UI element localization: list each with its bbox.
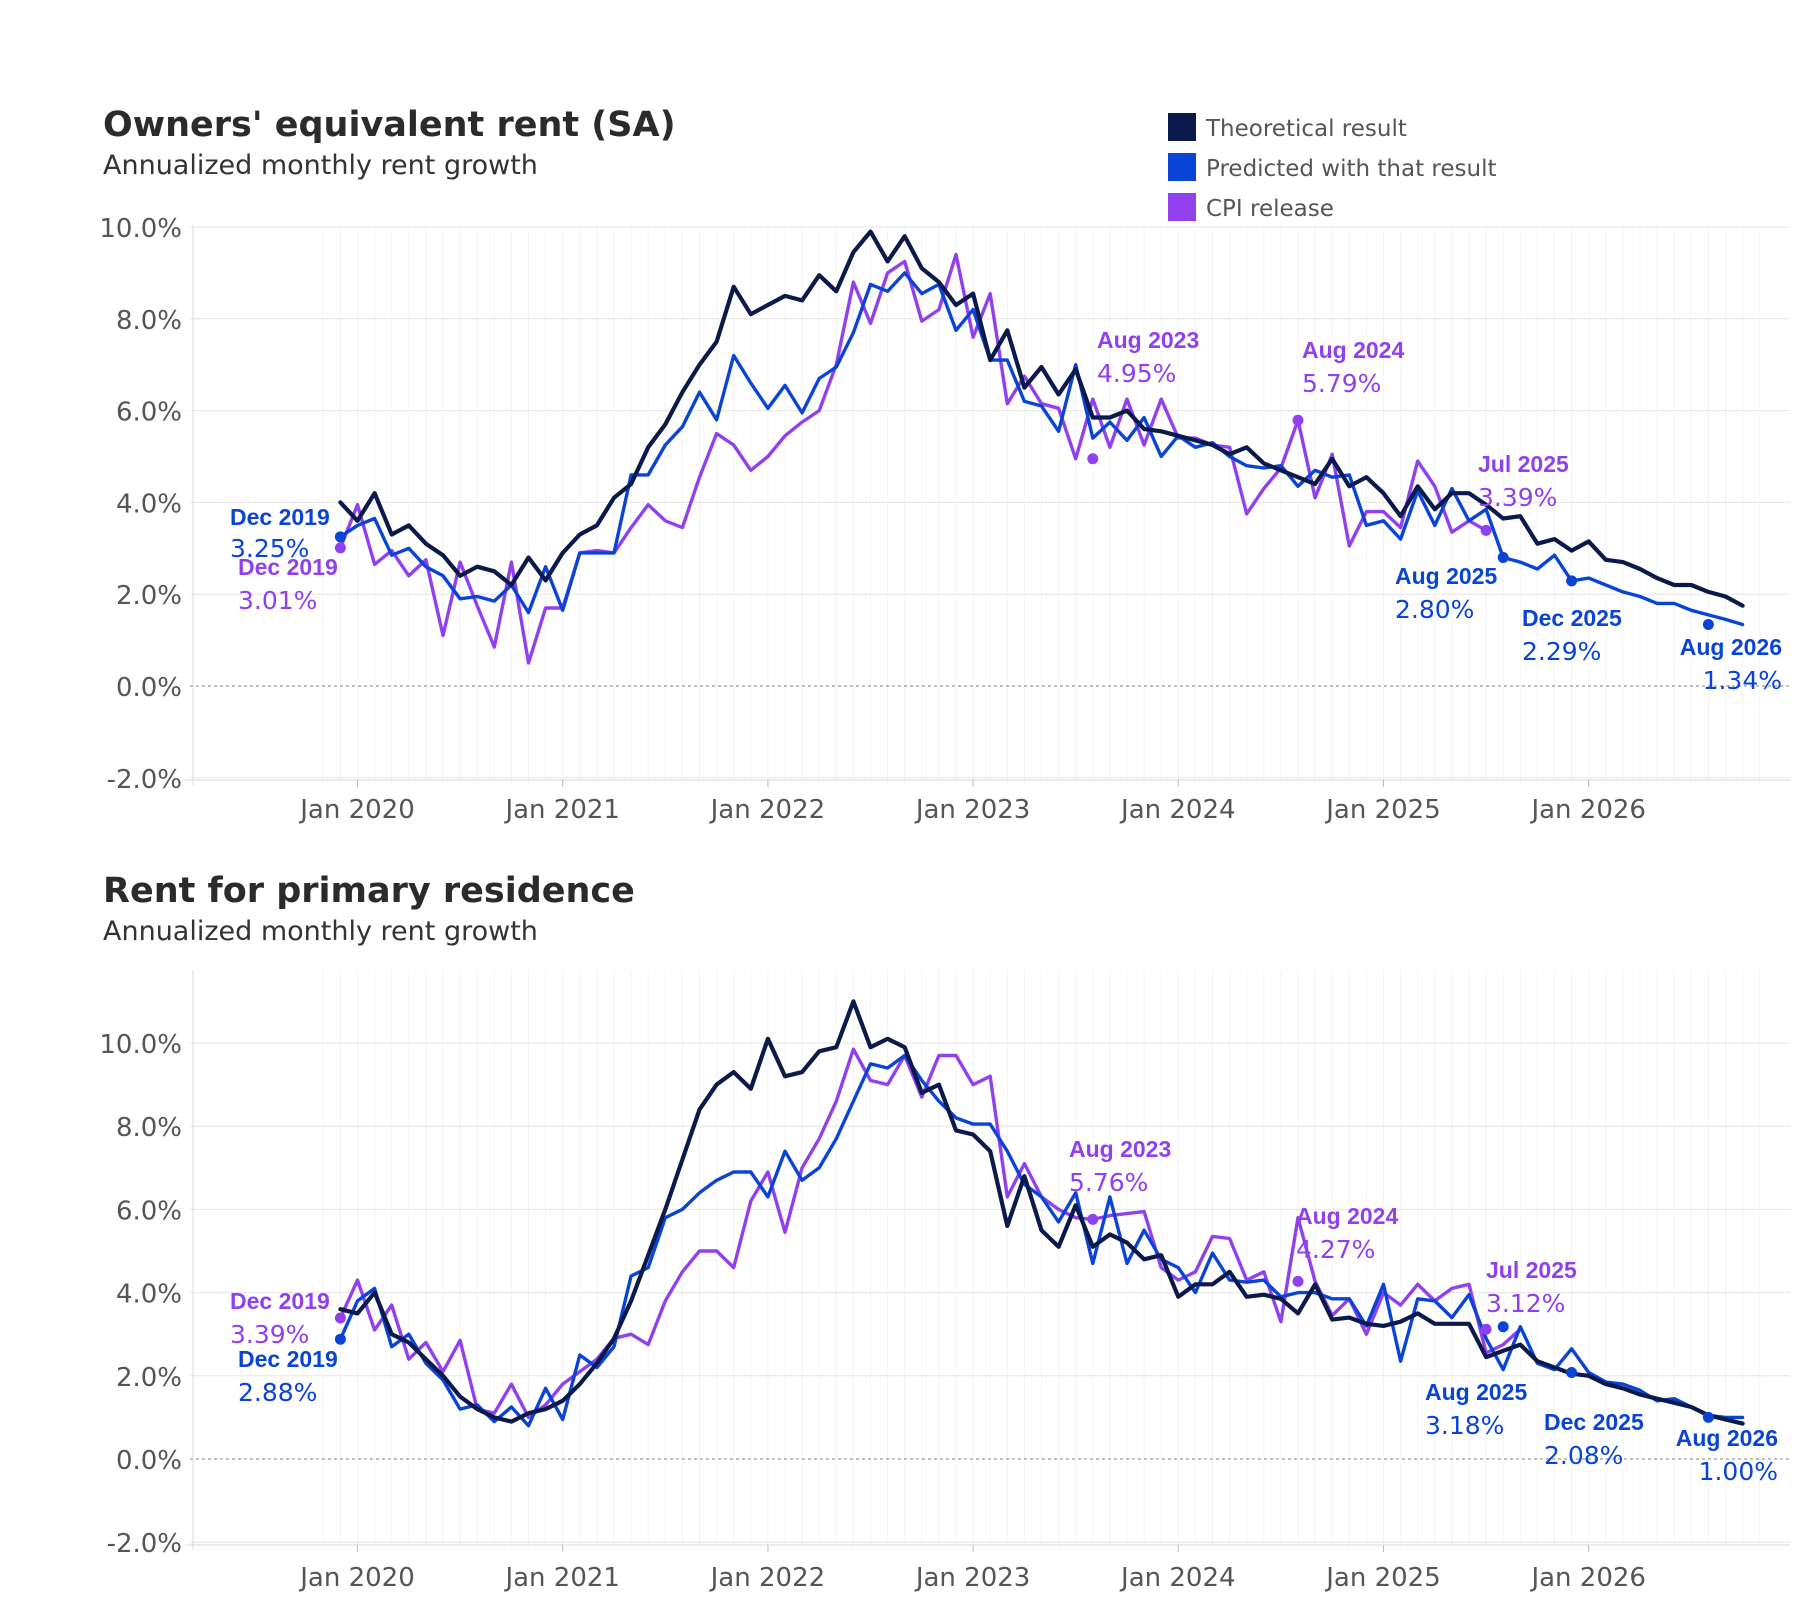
annotation-point [1292,1275,1304,1287]
x-tick-label: Jan 2025 [1324,1563,1441,1593]
annotation-date-label: Dec 2019 [238,1346,338,1372]
chart-subtitle: Annualized monthly rent growth [103,150,538,181]
annotation-point [1087,453,1099,465]
x-tick-label: Jan 2023 [914,795,1031,825]
annotation-point [1702,1411,1714,1423]
y-tick-label: 8.0% [116,306,182,336]
annotation-date-label: Aug 2024 [1296,1203,1398,1229]
annotation-value-label: 3.01% [238,586,317,615]
y-tick-label: 0.0% [116,673,182,703]
series-line-predicted-with-that-result [338,1053,1745,1428]
plot-area: 10.0% 8.0% 6.0% 4.0% 2.0% 0.0% -2.0% Jan 2020 Ja… [99,214,1790,825]
y-tick-label: -2.0% [107,1529,182,1559]
x-tick-label: Jan 2025 [1324,795,1441,825]
legend-label: CPI release [1206,196,1334,222]
annotation-date-label: Aug 2025 [1425,1379,1527,1405]
annotation-date-label: Dec 2025 [1544,1409,1644,1435]
y-tick-label: 2.0% [116,1363,182,1393]
annotation-point [334,531,346,543]
annotation-value-label: 2.88% [238,1378,317,1407]
annotation-value-label: 3.25% [230,534,309,563]
legend-label: Predicted with that result [1206,156,1496,182]
annotation-point [334,542,346,554]
annotation-value-label: 4.95% [1097,359,1176,388]
x-tick-label: Jan 2020 [298,1563,415,1593]
annotation-date-label: Aug 2024 [1302,337,1404,363]
legend-swatch-theoretical-result [1168,113,1196,141]
annotation-value-label: 3.12% [1486,1289,1565,1318]
annotation-value-label: 1.00% [1699,1457,1778,1486]
annotation-point [1566,1366,1578,1378]
x-tick-label: Jan 2022 [709,795,826,825]
legend: Theoretical result Predicted with that re… [1168,113,1496,222]
series-line-theoretical-result [338,999,1745,1426]
series-line-cpi-release [338,252,1488,665]
annotation-date-label: Dec 2025 [1522,605,1622,631]
annotation-date-label: Aug 2025 [1395,563,1497,589]
annotation-date-label: Aug 2026 [1680,634,1782,660]
x-tick-label: Jan 2026 [1529,795,1646,825]
annotation-point [1480,1323,1492,1335]
annotation-value-label: 3.39% [1478,483,1557,512]
chart-owners-equivalent-rent: Owners' equivalent rent (SA) Annualized … [99,105,1790,825]
y-tick-label: 6.0% [116,398,182,428]
legend-swatch-cpi-release [1168,193,1196,221]
annotation-date-label: Aug 2026 [1676,1425,1778,1451]
annotation-point [334,1333,346,1345]
chart-title: Owners' equivalent rent (SA) [103,105,676,145]
annotation-point [334,1312,346,1324]
x-tick-label: Jan 2026 [1529,1563,1646,1593]
annotation-date-label: Dec 2019 [230,1288,330,1314]
x-tick-label: Jan 2021 [503,795,620,825]
chart-subtitle: Annualized monthly rent growth [103,916,538,947]
y-tick-label: 0.0% [116,1446,182,1476]
y-tick-label: -2.0% [107,765,182,795]
x-tick-label: Jan 2024 [1119,1563,1236,1593]
annotation-value-label: 3.18% [1425,1411,1504,1440]
legend-swatch-predicted-with-that-result [1168,153,1196,181]
annotation-value-label: 4.27% [1296,1235,1375,1264]
x-tick-label: Jan 2021 [503,1563,620,1593]
annotation-point [1566,575,1578,587]
annotation-point [1292,414,1304,426]
plot-area: 10.0% 8.0% 6.0% 4.0% 2.0% 0.0% -2.0% Jan 2020 Ja… [99,970,1790,1593]
series-line-predicted-with-that-result [338,271,1745,627]
annotation-value-label: 2.80% [1395,595,1474,624]
annotation-date-label: Jul 2025 [1478,451,1569,477]
annotation-value-label: 1.34% [1703,666,1782,695]
annotation-point [1497,1321,1509,1333]
x-tick-label: Jan 2022 [709,1563,826,1593]
y-tick-label: 6.0% [116,1196,182,1226]
annotation-point [1087,1213,1099,1225]
annotation-date-label: Jul 2025 [1486,1257,1577,1283]
series-line-cpi-release [338,1047,1523,1420]
annotation-point [1497,551,1509,563]
annotation-date-label: Aug 2023 [1069,1136,1171,1162]
annotation-date-label: Dec 2019 [238,554,338,580]
annotation-point [1702,618,1714,630]
annotation-value-label: 5.79% [1302,369,1381,398]
annotation-point [1480,524,1492,536]
y-tick-label: 8.0% [116,1113,182,1143]
annotation-value-label: 5.76% [1069,1168,1148,1197]
x-tick-label: Jan 2024 [1119,795,1236,825]
series-line-theoretical-result [338,229,1745,608]
chart-rent-primary-residence: Rent for primary residence Annualized mo… [99,871,1790,1593]
y-tick-label: 4.0% [116,489,182,519]
y-tick-label: 10.0% [99,214,182,244]
y-tick-label: 10.0% [99,1030,182,1060]
x-tick-label: Jan 2020 [298,795,415,825]
annotation-value-label: 2.29% [1522,637,1601,666]
annotation-value-label: 2.08% [1544,1441,1623,1470]
y-tick-label: 2.0% [116,581,182,611]
chart-title: Rent for primary residence [103,871,635,911]
y-tick-label: 4.0% [116,1280,182,1310]
annotation-date-label: Aug 2023 [1097,327,1199,353]
annotation-value-label: 3.39% [230,1320,309,1349]
annotation-date-label: Dec 2019 [230,504,330,530]
x-tick-label: Jan 2023 [914,1563,1031,1593]
legend-label: Theoretical result [1205,116,1407,142]
